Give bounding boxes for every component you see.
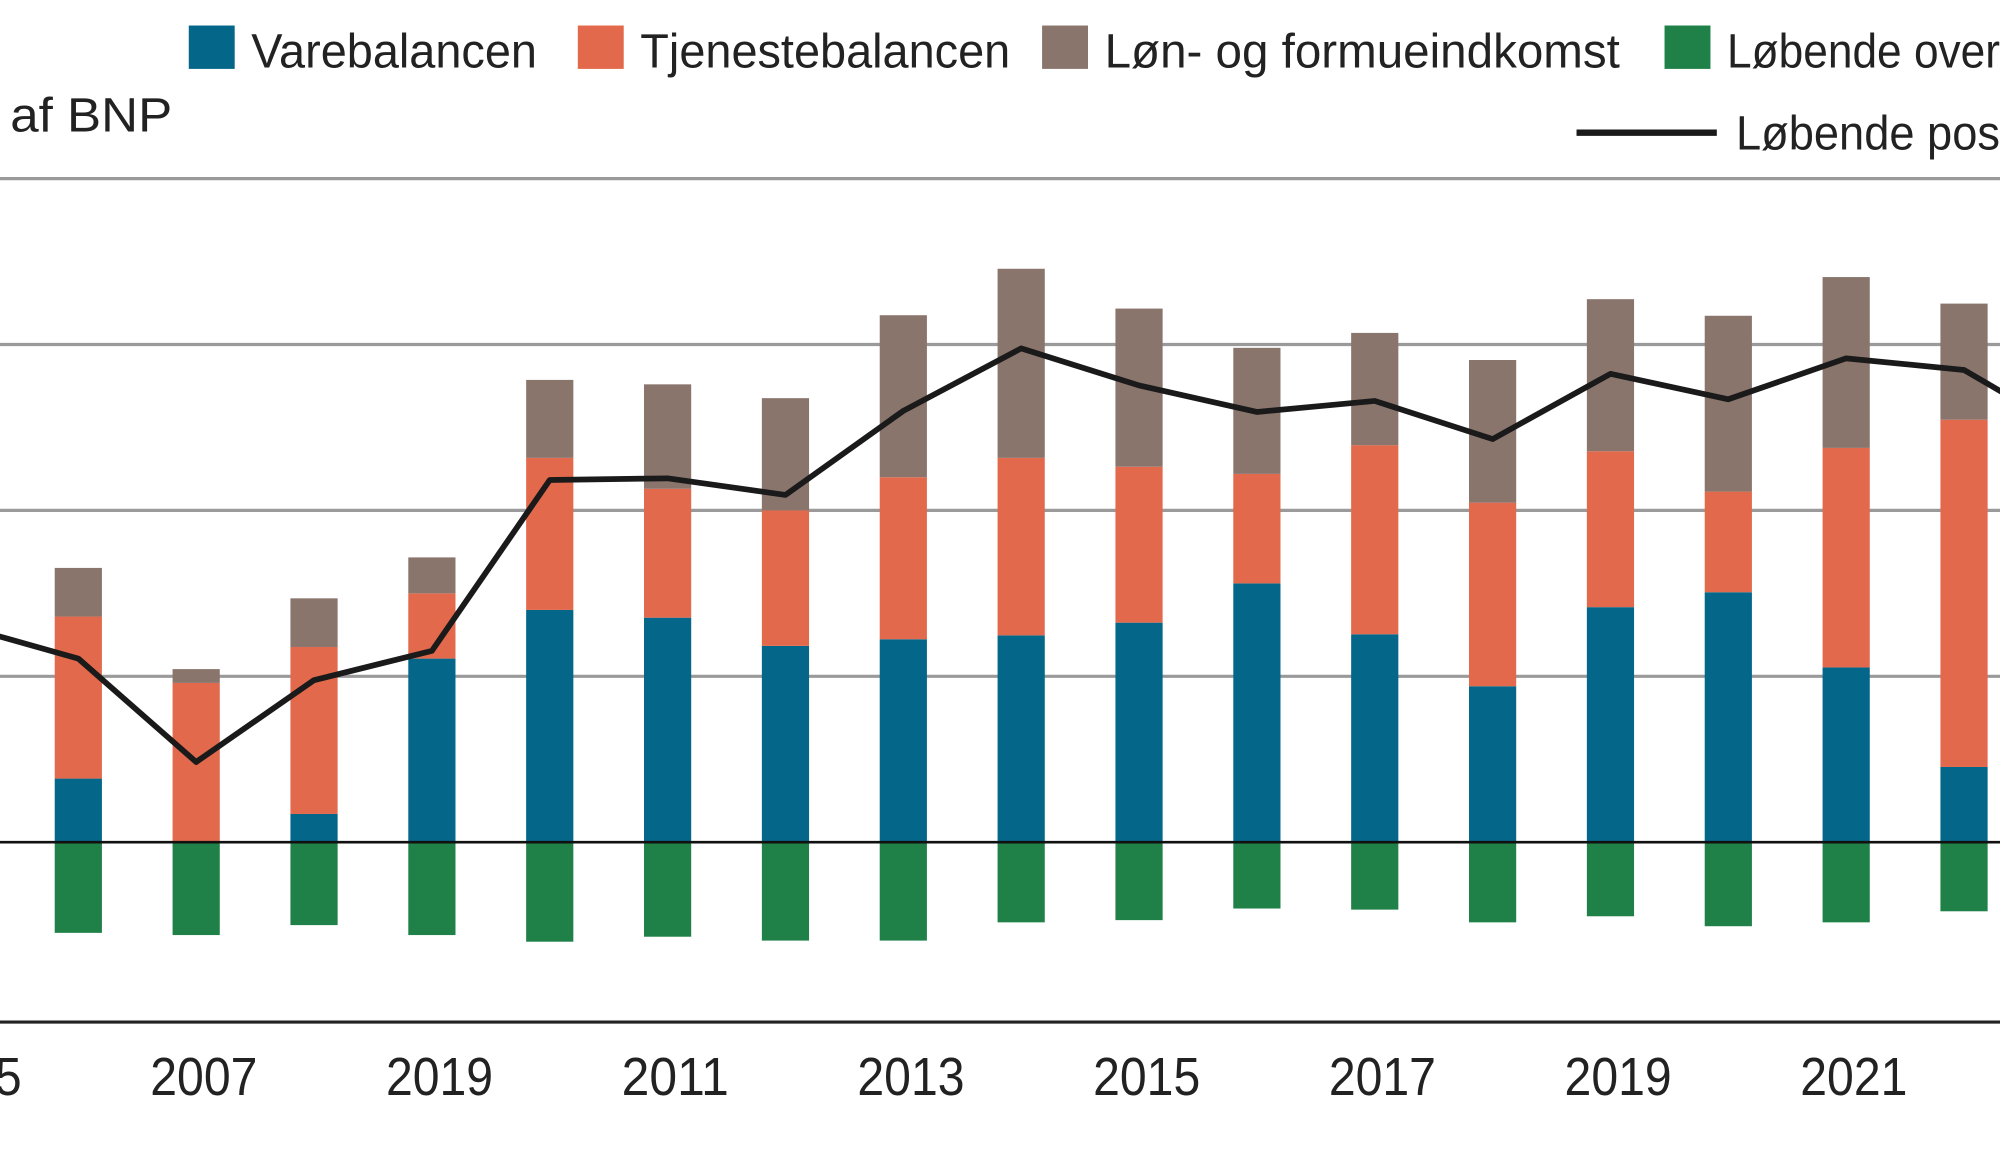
legend-swatch-tjenestebalancen: [577, 25, 624, 69]
bar-2008-s0: [290, 813, 338, 843]
bar-2022-s3: [1940, 842, 1988, 912]
bar-2006-s0: [54, 778, 102, 843]
legend-label-varebalancen: Varebalancen: [251, 25, 537, 79]
x-tick-label: 2007: [150, 1047, 257, 1107]
legend-label-tjenestebalancen: Tjenestebalancen: [640, 25, 1010, 79]
bar-2011-s3: [644, 842, 692, 937]
legend-label-loebende-poster: Løbende pos: [1736, 106, 2000, 160]
bar-2006-s3: [54, 842, 102, 933]
bar-2011-s1: [644, 488, 692, 618]
bar-2013-s3: [879, 842, 927, 941]
x-tick-label: 2019: [386, 1047, 493, 1107]
bar-2022-s1: [1940, 419, 1988, 767]
bar-2010-s3: [526, 842, 574, 942]
bar-2021-s3: [1822, 842, 1870, 923]
bar-2007-s3: [172, 842, 220, 936]
bar-2019-s1: [1586, 451, 1635, 608]
bar-2017-s0: [1351, 634, 1399, 843]
bar-2009-s2: [408, 557, 456, 594]
bar-2012-s0: [761, 645, 810, 843]
y-axis-label: af BNP: [10, 88, 172, 142]
bar-2013-s1: [879, 477, 927, 640]
line-loebende-poster: [0, 345, 2000, 765]
bar-2018-s1: [1469, 502, 1517, 687]
bar-2014-s3: [997, 842, 1045, 923]
bar-2009-s0: [408, 658, 456, 843]
bar-2015-s0: [1115, 622, 1163, 843]
legend-label-loebende-overfoersler: Løbende over: [1727, 25, 2000, 79]
x-tick-label: 2019: [1565, 1047, 1672, 1107]
bar-2020-s0: [1704, 592, 1752, 843]
x-tick-label: 2015: [1093, 1047, 1200, 1107]
bar-2006-s2: [54, 567, 102, 617]
legend-swatch-loen-formueindkomst: [1042, 25, 1089, 69]
x-tick-label: 2005: [0, 1047, 22, 1107]
line-series: [0, 345, 2000, 765]
bar-2014-s0: [997, 635, 1045, 843]
bar-2017-s3: [1351, 842, 1399, 910]
bar-2013-s0: [879, 639, 927, 843]
bar-2008-s1: [290, 646, 338, 814]
x-tick-label: 2017: [1329, 1047, 1436, 1107]
legend-swatch-loebende-overfoersler: [1664, 25, 1711, 69]
x-tick-labels: 2005200720192011201320152017201920212023: [0, 1047, 1907, 1107]
bar-2016-s1: [1233, 473, 1281, 584]
x-tick-label: 2013: [857, 1047, 964, 1107]
bar-2014-s1: [997, 457, 1045, 636]
bar-2018-s3: [1469, 842, 1517, 923]
bar-2020-s1: [1704, 491, 1752, 593]
bar-2017-s1: [1351, 445, 1399, 635]
bar-2011-s2: [644, 384, 692, 489]
bar-2013-s2: [879, 315, 927, 478]
bar-2012-s3: [761, 842, 810, 941]
bar-2015-s1: [1115, 466, 1163, 623]
bars: [54, 268, 1988, 942]
legend-label-loen-formueindkomst: Løn- og formueindkomst: [1105, 25, 1621, 79]
bar-2015-s3: [1115, 842, 1163, 921]
bar-2020-s2: [1704, 315, 1752, 492]
bar-2008-s3: [290, 842, 338, 926]
x-tick-label: 2021: [1800, 1047, 1907, 1107]
bar-2010-s2: [526, 379, 574, 458]
x-tick-label: 2011: [622, 1047, 729, 1107]
bar-2022-s0: [1940, 766, 1988, 843]
bar-2007-s2: [172, 669, 220, 683]
legend-swatch-varebalancen: [188, 25, 235, 69]
bar-2008-s2: [290, 598, 338, 647]
bar-2018-s0: [1469, 686, 1517, 843]
bar-2020-s3: [1704, 842, 1752, 927]
bar-2021-s0: [1822, 667, 1870, 843]
bar-2016-s0: [1233, 583, 1281, 843]
bar-2012-s1: [761, 510, 810, 646]
bar-2019-s0: [1586, 607, 1635, 843]
bar-2019-s3: [1586, 842, 1635, 917]
bar-2016-s3: [1233, 842, 1281, 909]
bar-2006-s1: [54, 616, 102, 779]
bar-2017-s2: [1351, 332, 1399, 446]
bar-2009-s3: [408, 842, 456, 936]
bar-2011-s0: [644, 617, 692, 843]
bar-2014-s2: [997, 268, 1045, 458]
bar-2010-s0: [526, 609, 574, 843]
legend: Varebalancen Tjenestebalancen Løn- og fo…: [188, 25, 2000, 160]
bar-2021-s1: [1822, 447, 1870, 668]
bar-2022-s2: [1940, 303, 1988, 420]
